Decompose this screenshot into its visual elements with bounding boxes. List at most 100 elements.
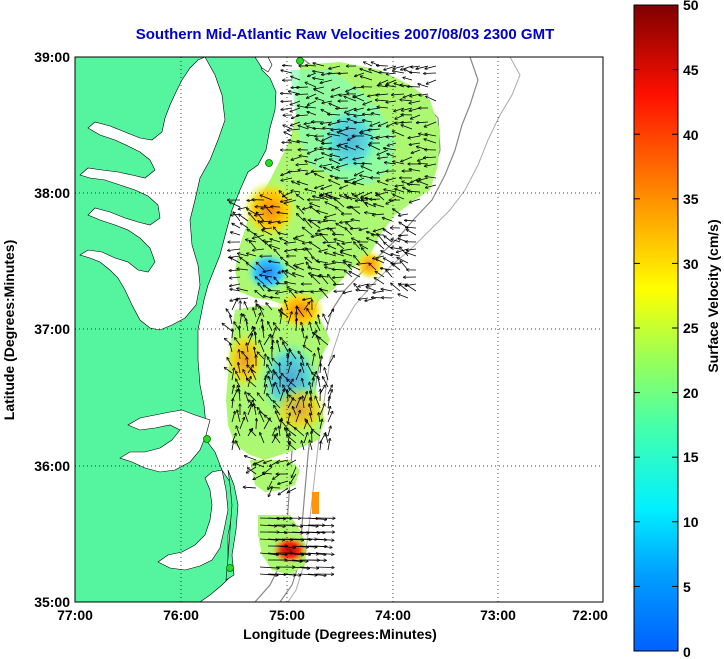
velocity-arrow (275, 290, 289, 293)
velocity-arrow (267, 532, 287, 533)
velocity-arrow (230, 343, 233, 353)
velocity-arrow (363, 62, 373, 67)
velocity-arrow (289, 290, 297, 299)
velocity-arrow (246, 253, 257, 257)
velocity-arrow (287, 379, 293, 388)
velocity-arrow (307, 552, 326, 555)
velocity-arrow (369, 69, 381, 74)
velocity-arrow (320, 233, 329, 243)
x-tick-label: 72:00 (572, 607, 608, 623)
velocity-arrow (247, 343, 248, 353)
velocity-arrow (377, 181, 389, 186)
velocity-arrow (346, 128, 357, 129)
velocity-arrow (407, 184, 421, 185)
velocity-arrow (393, 209, 401, 215)
velocity-arrow (230, 289, 241, 292)
velocity-arrow (391, 254, 401, 257)
velocity-arrow (401, 125, 413, 130)
velocity-arrow (349, 271, 361, 278)
velocity-arrow (259, 412, 265, 423)
velocity-arrow (425, 65, 437, 69)
velocity-arrow (317, 211, 329, 215)
velocity-arrow (287, 398, 294, 409)
velocity-arrow (424, 121, 437, 127)
radar-site-marker (265, 159, 273, 167)
y-tick-label: 37:00 (34, 321, 70, 337)
velocity-arrow (361, 248, 369, 257)
velocity-arrow (386, 73, 397, 74)
velocity-arrow (294, 262, 305, 266)
velocity-arrow (244, 302, 249, 311)
velocity-arrow (289, 443, 297, 451)
velocity-arrow (251, 370, 257, 381)
velocity-arrow (239, 417, 244, 430)
velocity-arrow (253, 308, 257, 318)
velocity-arrow (259, 552, 278, 555)
velocity-arrow (361, 166, 373, 172)
velocity-arrow (303, 432, 308, 444)
velocity-arrow (361, 191, 373, 197)
velocity-arrow (255, 313, 261, 325)
velocity-arrow (236, 426, 241, 437)
velocity-arrow (295, 234, 305, 238)
velocity-arrow (307, 149, 317, 154)
velocity-arrow (278, 233, 289, 236)
velocity-arrow (316, 261, 329, 264)
colorbar-label: Surface Velocity (cm/s) (705, 219, 721, 372)
velocity-arrow (239, 313, 242, 325)
velocity-arrow (327, 411, 333, 423)
velocity-arrow (377, 149, 389, 155)
velocity-arrow (343, 290, 353, 293)
velocity-arrow (401, 107, 413, 111)
velocity-arrow (265, 277, 273, 285)
velocity-arrow (386, 270, 393, 278)
velocity-arrow (332, 269, 345, 270)
velocity-arrow (333, 253, 345, 257)
velocity-arrow (303, 391, 307, 402)
velocity-arrow (297, 141, 309, 144)
velocity-arrow (417, 181, 429, 186)
velocity-arrow (230, 315, 233, 325)
velocity-arrow (228, 248, 241, 251)
velocity-arrow (267, 393, 273, 402)
velocity-arrow (278, 220, 289, 223)
velocity-arrow (231, 385, 234, 395)
velocity-arrow (297, 182, 309, 186)
velocity-arrow (400, 100, 413, 101)
colorbar: 50 45 40 35 30 25 20 15 10 5 0 Surface V… (633, 0, 721, 659)
velocity-arrow (419, 94, 429, 95)
velocity-arrow (259, 567, 279, 568)
x-tick-label: 74:00 (375, 607, 411, 623)
velocity-arrow (229, 202, 241, 208)
velocity-arrow (321, 289, 329, 299)
velocity-arrow (267, 552, 287, 555)
velocity-arrow (309, 322, 313, 332)
velocity-arrow (409, 107, 421, 111)
velocity-arrow (224, 367, 233, 374)
velocity-arrow (230, 258, 241, 264)
velocity-arrow (393, 194, 405, 200)
velocity-arrow (407, 86, 421, 87)
x-tick-label: 76:00 (163, 607, 199, 623)
velocity-arrow (310, 221, 321, 229)
velocity-arrow (311, 291, 321, 292)
velocity-arrow (299, 156, 309, 157)
velocity-arrow (291, 560, 308, 561)
velocity-arrow (291, 566, 310, 568)
y-tick-label: 36:00 (34, 458, 70, 474)
velocity-arrow (295, 369, 301, 381)
velocity-arrow (405, 252, 417, 257)
velocity-arrow (237, 288, 249, 292)
velocity-arrow (416, 122, 429, 123)
gridlines (75, 57, 603, 602)
velocity-arrow (376, 65, 389, 66)
velocity-arrow (339, 184, 349, 189)
velocity-arrow (318, 413, 320, 423)
velocity-arrow (356, 290, 369, 291)
velocity-arrow (256, 212, 265, 222)
velocity-arrow (263, 334, 271, 346)
velocity-arrow (277, 340, 281, 353)
velocity-arrow (320, 441, 321, 451)
velocity-arrow (263, 418, 270, 430)
velocity-arrow (327, 406, 330, 416)
